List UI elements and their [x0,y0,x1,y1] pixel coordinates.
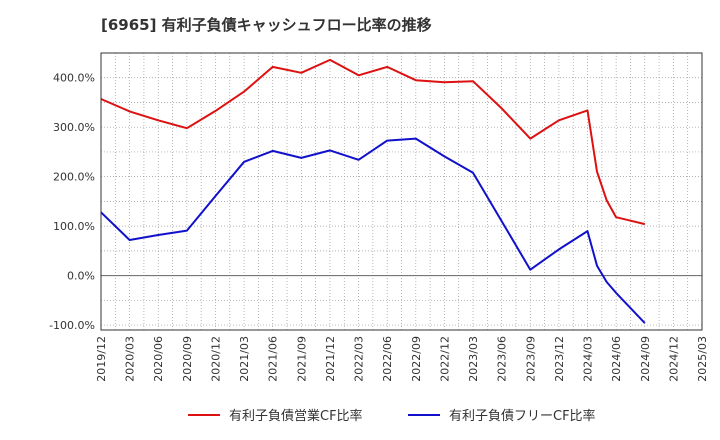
series-group [100,58,646,324]
legend: 有利子負債営業CF比率 有利子負債フリーCF比率 [188,408,596,424]
x-tick-label: 2024/06 [610,336,623,382]
x-tick-label: 2019/12 [95,336,108,382]
series-line-2 [100,137,646,324]
x-tick-label: 2024/12 [667,336,680,382]
x-tick-label: 2020/12 [209,336,222,382]
legend-label-series-2: 有利子負債フリーCF比率 [449,408,596,424]
x-tick-label: 2021/09 [295,336,308,382]
y-tick-label: 300.0% [53,121,95,134]
legend-label-series-1: 有利子負債営業CF比率 [229,408,363,424]
y-tick-label: 400.0% [53,72,95,85]
x-tick-label: 2020/06 [152,336,165,382]
x-axis: 2019/12 2020/03 2020/06 2020/09 2020/12 2021/… [95,336,709,382]
x-tick-label: 2024/03 [582,336,595,382]
plot-border [100,52,703,331]
y-tick-label: -100.0% [49,319,95,332]
x-tick-label: 2022/03 [353,336,366,382]
grid [100,52,703,330]
x-tick-label: 2021/12 [324,336,337,382]
y-tick-label: 0.0% [67,270,95,283]
x-tick-label: 2023/09 [524,336,537,382]
x-tick-label: 2021/03 [238,336,251,382]
x-tick-label: 2020/09 [181,336,194,382]
y-tick-label: 100.0% [53,220,95,233]
x-tick-label: 2023/03 [467,336,480,382]
x-tick-label: 2022/09 [410,336,423,382]
series-line-1 [100,58,646,226]
x-tick-label: 2025/03 [696,336,709,382]
x-tick-label: 2024/09 [639,336,652,382]
x-tick-label: 2023/12 [553,336,566,382]
y-tick-label: 200.0% [53,171,95,184]
x-tick-label: 2020/03 [124,336,137,382]
chart-title: [6965] 有利子負債キャッシュフロー比率の推移 [101,16,432,34]
x-tick-label: 2022/12 [438,336,451,382]
x-tick-label: 2021/06 [267,336,280,382]
y-axis: -100.0% 0.0% 100.0% 200.0% 300.0% 400.0% [49,72,95,332]
x-tick-label: 2022/06 [381,336,394,382]
x-tick-label: 2023/06 [496,336,509,382]
